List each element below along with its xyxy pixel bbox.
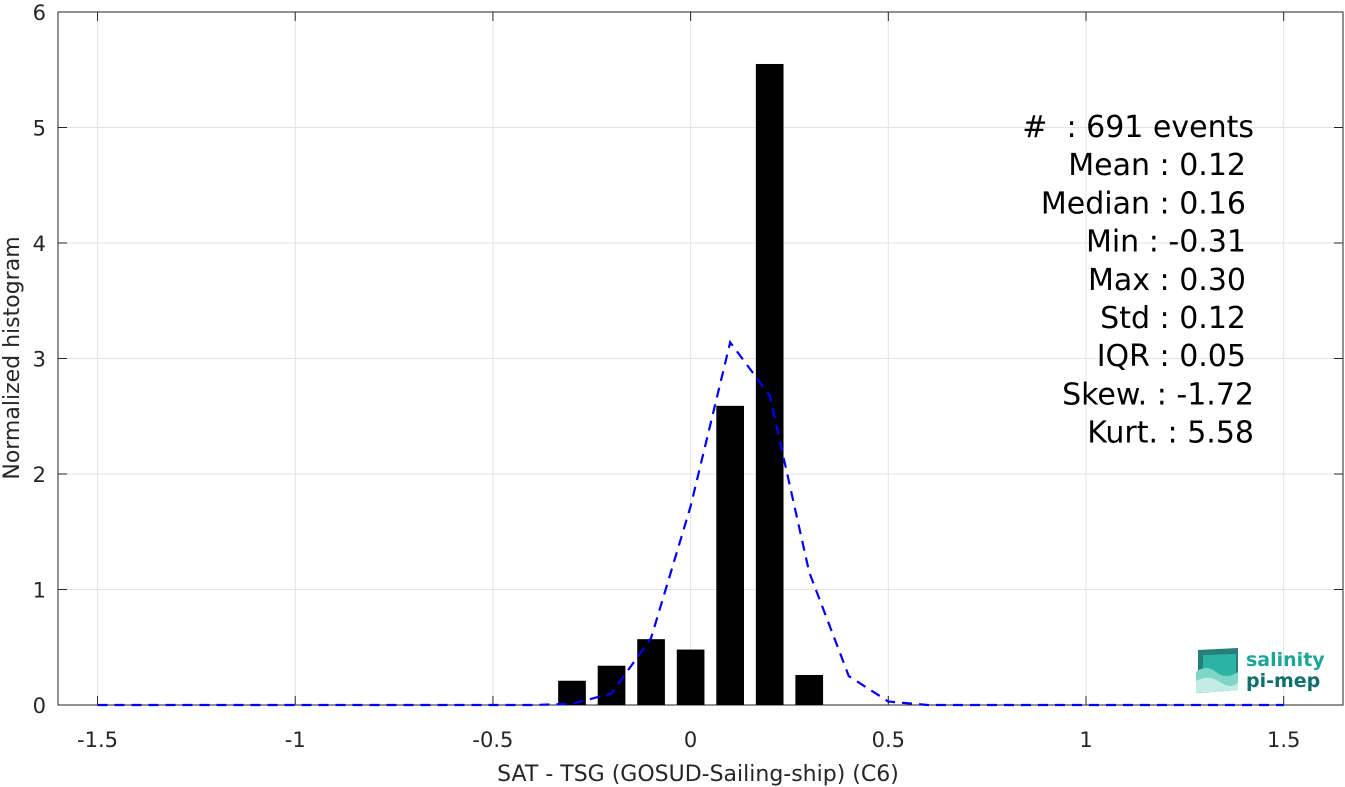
x-tick-label: 1 <box>1079 728 1092 752</box>
stat-line: IQR : 0.05 <box>1097 339 1246 374</box>
y-tick-label: 1 <box>33 579 46 603</box>
x-tick-label: 0.5 <box>872 728 905 752</box>
x-tick-label: -1.5 <box>77 728 118 752</box>
x-tick-label: 1.5 <box>1267 728 1300 752</box>
logo-icon <box>1196 648 1238 693</box>
histogram-bar <box>597 665 626 705</box>
histogram-bar <box>755 63 784 706</box>
stat-line: Min : -0.31 <box>1086 225 1246 260</box>
y-axis-label: Normalized histogram <box>0 236 25 479</box>
salinity-pi-mep-logo: salinity pi-mep <box>1196 648 1325 693</box>
y-tick-label: 5 <box>33 117 46 141</box>
stat-line: Skew. : -1.72 <box>1062 377 1254 412</box>
x-tick-label: -1 <box>285 728 306 752</box>
x-axis-label: SAT - TSG (GOSUD-Sailing-ship) (C6) <box>497 762 899 787</box>
y-tick-label: 6 <box>33 1 46 25</box>
logo-line2: pi-mep <box>1246 670 1320 692</box>
x-tick-label: -0.5 <box>472 728 513 752</box>
stat-line: Kurt. : 5.58 <box>1087 416 1254 451</box>
stat-line: Median : 0.16 <box>1041 186 1246 221</box>
stat-line: Max : 0.30 <box>1088 263 1246 298</box>
histogram-bar <box>795 674 824 705</box>
stat-line: # : 691 events <box>1022 110 1254 145</box>
y-tick-label: 2 <box>33 463 46 487</box>
stat-line: Std : 0.12 <box>1100 301 1246 336</box>
histogram-bar <box>716 405 744 705</box>
stat-line: Mean : 0.12 <box>1068 148 1246 183</box>
y-tick-label: 4 <box>33 232 46 256</box>
histogram-bar <box>637 639 665 705</box>
y-tick-label: 3 <box>33 348 46 372</box>
axis-ticks: -1.5 -1 -0.5 0 0.5 1 1.5 0 1 2 3 4 5 6 <box>33 1 1343 752</box>
y-tick-label: 0 <box>33 694 46 718</box>
logo-line1: salinity <box>1246 649 1325 671</box>
x-tick-label: 0 <box>684 728 697 752</box>
histogram-bar <box>676 649 705 705</box>
fit-curve <box>97 339 1284 707</box>
